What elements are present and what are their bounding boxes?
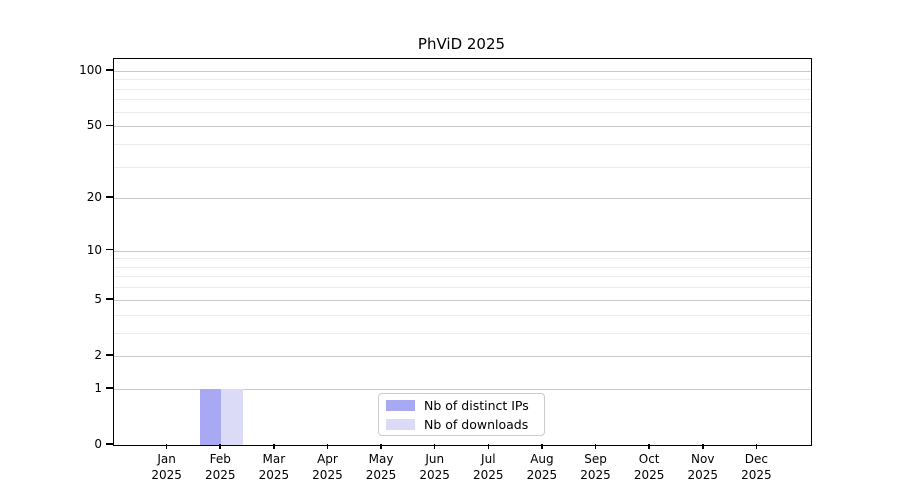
y-tick-mark	[106, 196, 113, 198]
x-tick-label: Sep 2025	[566, 451, 626, 483]
y-tick-mark	[106, 248, 113, 251]
y-gridline	[114, 250, 811, 252]
y-gridline	[114, 388, 811, 390]
x-tick-year: 2025	[312, 468, 343, 482]
x-tick-year: 2025	[741, 468, 772, 482]
x-tick-month: Nov	[691, 452, 715, 466]
legend-label-downloads: Nb of downloads	[424, 416, 529, 432]
x-tick-mark	[648, 444, 650, 449]
x-tick-year: 2025	[526, 468, 558, 482]
x-tick-label: Mar 2025	[244, 451, 304, 483]
y-gridline-minor	[114, 258, 811, 260]
y-gridline-minor	[114, 332, 811, 334]
y-gridline-minor	[114, 287, 811, 289]
x-tick-year: 2025	[204, 468, 236, 482]
y-tick-label: 50	[86, 118, 102, 133]
x-tick-mark	[541, 444, 543, 449]
y-tick-label: 100	[79, 62, 102, 77]
x-tick-year: 2025	[258, 468, 290, 482]
y-gridline	[114, 126, 811, 128]
y-tick-label: 1	[94, 380, 102, 395]
legend-swatch-downloads-icon	[386, 418, 415, 430]
y-tick-mark	[106, 443, 113, 445]
x-tick-year: 2025	[151, 468, 182, 482]
x-tick-label: Apr 2025	[297, 451, 357, 483]
x-tick-label: Dec 2025	[726, 451, 786, 483]
y-gridline-minor	[114, 314, 811, 316]
y-gridline	[114, 198, 811, 200]
x-tick-mark	[326, 444, 329, 449]
y-gridline-minor	[114, 266, 811, 268]
x-tick-year: 2025	[687, 468, 719, 482]
bar-downloads	[221, 388, 243, 445]
x-tick-label: Aug 2025	[512, 451, 572, 483]
y-gridline-minor	[114, 143, 811, 145]
x-tick-mark	[702, 444, 704, 449]
y-gridline	[114, 355, 811, 357]
x-tick-mark	[487, 444, 490, 449]
x-tick-month: Jun	[425, 452, 445, 466]
bar-distinct-ips	[199, 388, 222, 445]
y-tick-mark	[106, 387, 113, 389]
y-tick-label: 0	[94, 437, 102, 451]
x-tick-mark	[433, 444, 436, 449]
x-tick-year: 2025	[473, 468, 504, 482]
x-tick-month: May	[368, 452, 394, 466]
y-tick-label: 20	[86, 190, 102, 205]
y-gridline-minor	[114, 111, 811, 113]
plot-area	[113, 58, 812, 446]
x-tick-year: 2025	[419, 468, 450, 482]
x-tick-year: 2025	[633, 468, 665, 482]
x-tick-label: Jan 2025	[137, 451, 197, 483]
y-tick-mark	[106, 124, 113, 127]
legend-swatch-distinct-ips-icon	[386, 399, 415, 411]
legend-item-distinct-ips: Nb of distinct IPs	[386, 396, 544, 415]
x-tick-label: Nov 2025	[673, 451, 733, 483]
x-tick-month: Mar	[262, 452, 286, 466]
x-tick-label: Jul 2025	[458, 451, 518, 483]
x-tick-label: Jun 2025	[405, 451, 465, 483]
x-tick-label: May 2025	[351, 451, 411, 483]
x-tick-month: Apr	[317, 452, 338, 466]
x-tick-label: Feb 2025	[190, 451, 250, 483]
x-tick-month: Aug	[530, 452, 554, 466]
chart-title: PhViD 2025	[417, 35, 506, 53]
y-tick-label: 5	[94, 291, 102, 306]
x-tick-mark	[380, 444, 382, 449]
y-gridline-minor	[114, 79, 811, 81]
y-tick-label: 10	[86, 242, 102, 257]
x-tick-mark	[165, 444, 168, 449]
x-tick-mark	[755, 444, 758, 449]
y-gridline-minor	[114, 276, 811, 278]
legend-item-downloads: Nb of downloads	[386, 415, 544, 434]
x-tick-mark	[273, 444, 275, 449]
x-tick-year: 2025	[580, 468, 611, 482]
legend: Nb of distinct IPs Nb of downloads	[378, 393, 545, 436]
y-tick-mark	[106, 354, 113, 356]
x-tick-mark	[594, 444, 597, 449]
y-tick-label: 2	[94, 347, 102, 362]
y-gridline-minor	[114, 99, 811, 101]
y-tick-mark	[106, 298, 113, 300]
x-tick-month: Feb	[209, 452, 231, 466]
x-tick-mark	[219, 444, 221, 449]
x-tick-month: Sep	[584, 452, 607, 466]
y-gridline	[114, 70, 811, 72]
y-gridline-minor	[114, 88, 811, 90]
x-tick-month: Dec	[744, 452, 768, 466]
x-tick-month: Jul	[481, 452, 496, 466]
legend-label-distinct-ips: Nb of distinct IPs	[424, 397, 529, 413]
x-tick-month: Oct	[638, 452, 660, 466]
y-tick-mark	[106, 69, 113, 71]
y-gridline	[114, 299, 811, 301]
y-gridline-minor	[114, 166, 811, 168]
x-tick-month: Jan	[157, 452, 176, 466]
x-tick-year: 2025	[365, 468, 397, 482]
x-tick-label: Oct 2025	[619, 451, 679, 483]
